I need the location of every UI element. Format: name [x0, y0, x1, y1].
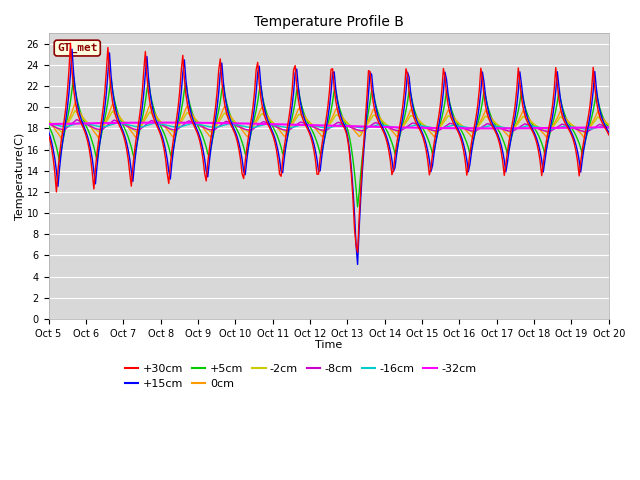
Legend: +30cm, +15cm, +5cm, 0cm, -2cm, -8cm, -16cm, -32cm: +30cm, +15cm, +5cm, 0cm, -2cm, -8cm, -16…	[120, 359, 481, 394]
Text: GT_met: GT_met	[57, 43, 97, 53]
Title: Temperature Profile B: Temperature Profile B	[254, 15, 404, 29]
Y-axis label: Temperature(C): Temperature(C)	[15, 132, 25, 220]
X-axis label: Time: Time	[315, 340, 342, 350]
